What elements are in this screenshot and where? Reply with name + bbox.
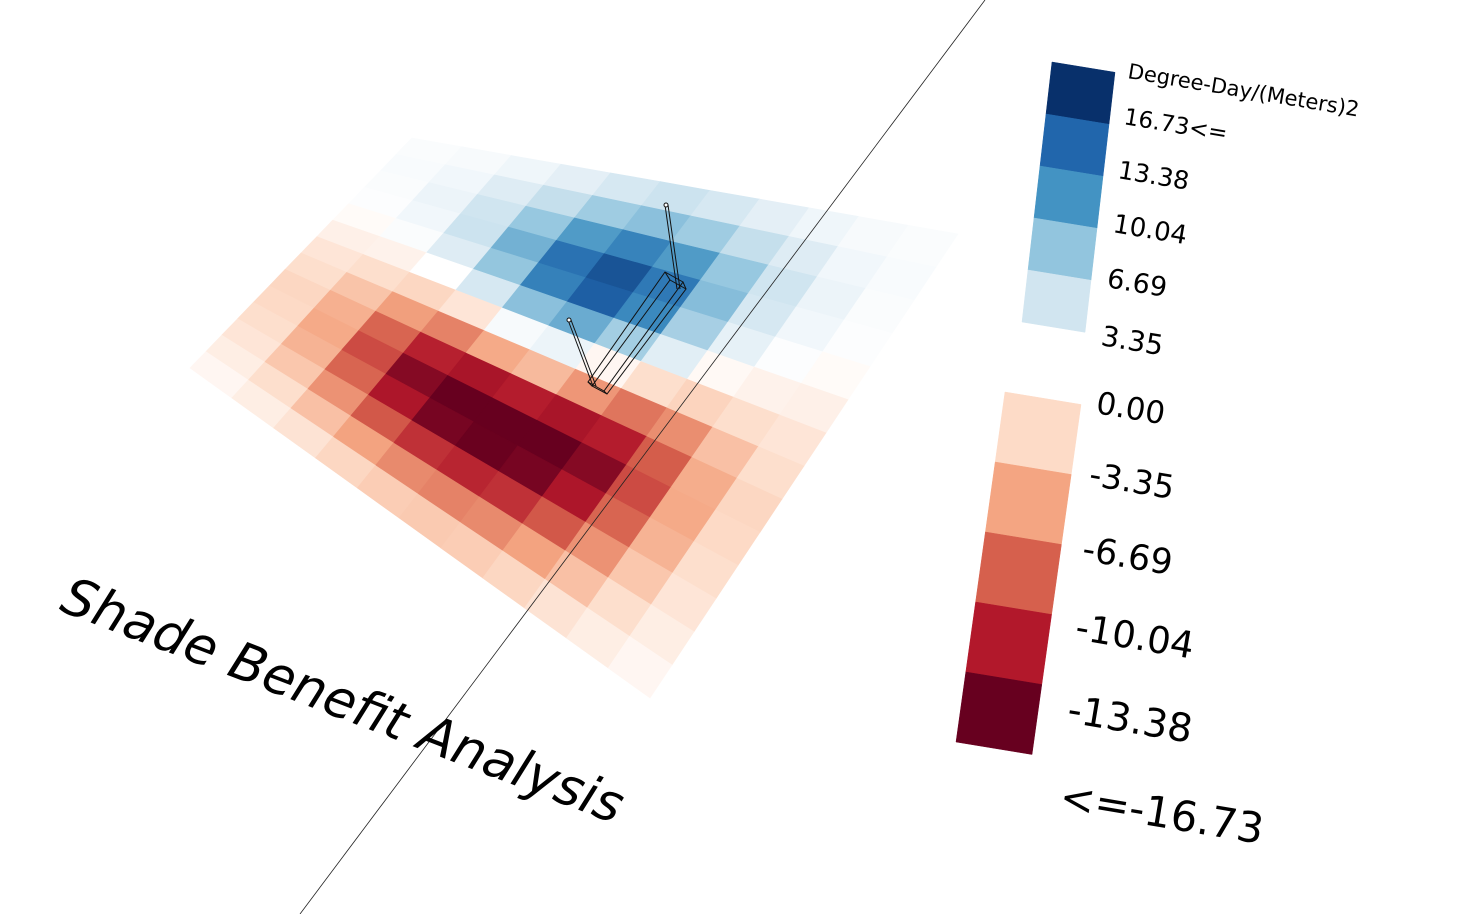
heatmap-cell xyxy=(607,635,673,699)
legend-negative-swatch-1 xyxy=(994,391,1082,475)
legend-label-neg-2: -3.35 xyxy=(1087,454,1178,507)
legend-positive-swatch-2 xyxy=(1039,113,1110,177)
color-legend: Degree-Day/(Meters)2 16.73<= 13.38 10.04… xyxy=(955,59,1361,854)
legend-positive-swatches xyxy=(1021,61,1116,333)
legend-negative-swatch-3 xyxy=(975,531,1062,615)
legend-positive-swatch-5 xyxy=(1021,269,1092,333)
legend-negative-swatches xyxy=(955,391,1082,755)
axis-line xyxy=(299,0,986,915)
legend-positive-swatch-4 xyxy=(1027,217,1098,281)
legend-label-pos-4: 6.69 xyxy=(1105,263,1169,303)
legend-label-neg-3: -6.69 xyxy=(1080,529,1176,583)
legend-label-neg-4: -10.04 xyxy=(1073,605,1198,667)
legend-label-neg-1: 0.00 xyxy=(1094,385,1168,432)
legend-positive-swatch-3 xyxy=(1033,165,1104,229)
legend-label-pos-5: 3.35 xyxy=(1099,319,1166,362)
legend-negative-labels: 0.00 -3.35 -6.69 -10.04 -13.38 <=-16.73 xyxy=(1056,385,1267,853)
legend-positive-labels: 16.73<= 13.38 10.04 6.69 3.35 xyxy=(1099,104,1229,362)
legend-negative-swatch-2 xyxy=(985,461,1072,545)
legend-negative-swatch-4 xyxy=(965,601,1052,685)
legend-label-pos-1: 16.73<= xyxy=(1122,104,1229,147)
legend-label-pos-3: 10.04 xyxy=(1111,209,1189,251)
legend-label-pos-2: 13.38 xyxy=(1116,155,1191,195)
heatmap-grid xyxy=(189,137,959,699)
shade-structure[interactable] xyxy=(566,202,687,395)
legend-label-neg-6: <=-16.73 xyxy=(1056,772,1267,854)
legend-label-neg-5: -13.38 xyxy=(1064,687,1195,752)
legend-negative-swatch-5 xyxy=(955,671,1043,755)
legend-positive-swatch-1 xyxy=(1045,61,1116,125)
